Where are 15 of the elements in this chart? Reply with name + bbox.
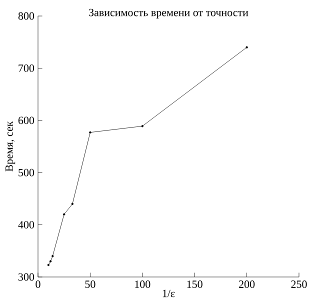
x-tick-label: 0 [36,280,40,288]
chart-title: Зависимость времени от точности [89,8,248,18]
x-tick-label: 200 [239,280,255,288]
y-tick-label: 300 [18,273,34,281]
x-tick-label: 50 [85,280,96,288]
y-tick-label: 500 [18,168,34,176]
x-tick-label: 250 [291,280,307,288]
x-tick-label: 150 [187,280,202,288]
x-axis-title: 1/ε [162,290,175,298]
x-tick-label: 100 [135,280,150,288]
y-tick-label: 600 [18,116,34,124]
y-tick-label: 400 [18,221,34,229]
y-tick-label: 800 [18,12,34,20]
y-axis-title: Время, сек [6,121,16,172]
y-tick-label: 700 [18,64,34,72]
